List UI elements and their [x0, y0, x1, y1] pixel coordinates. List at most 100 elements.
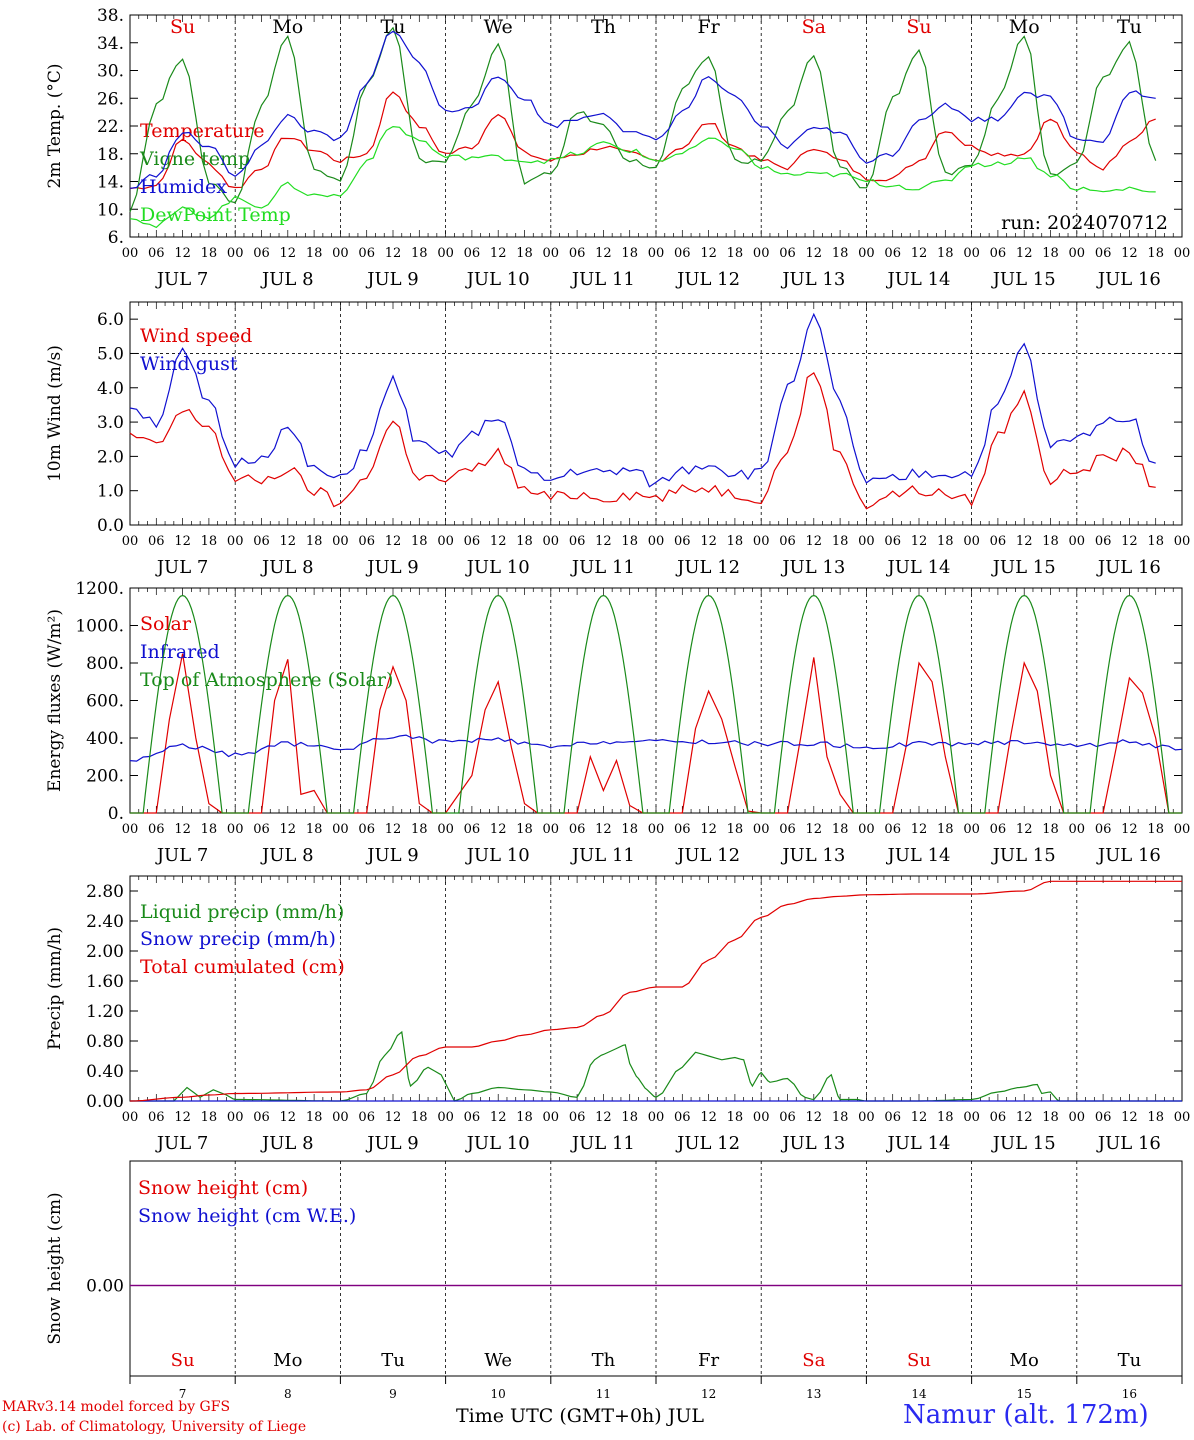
hour-tick-label: 12 [1016, 534, 1033, 549]
hour-tick-label: 18 [937, 1110, 954, 1125]
y-tick-label: 2.0 [97, 447, 124, 467]
hour-tick-label: 00 [543, 246, 560, 261]
y-tick-label: 18. [97, 145, 124, 165]
date-label: JUL 9 [365, 269, 419, 290]
y-tick-label: 800. [86, 654, 124, 674]
hour-tick-label: 00 [122, 246, 139, 261]
series-line-top-of-atmosphere-solar- [130, 594, 1182, 814]
weekday-label: Fr [698, 1350, 719, 1371]
legend-entry: Solar [140, 613, 192, 635]
hour-tick-label: 06 [1095, 822, 1112, 837]
date-label: JUL 10 [465, 557, 530, 578]
hour-tick-label: 00 [1069, 534, 1086, 549]
hour-tick-label: 12 [911, 246, 928, 261]
date-label: JUL 12 [675, 845, 740, 866]
hour-tick-label: 18 [1147, 1110, 1164, 1125]
hour-tick-label: 00 [1174, 822, 1191, 837]
weekday-label: Th [592, 1350, 616, 1371]
hour-tick-label: 18 [727, 246, 744, 261]
hour-tick-label: 06 [779, 1110, 796, 1125]
hour-tick-label: 12 [806, 822, 823, 837]
legend-entry: Vigne temp [139, 148, 250, 170]
y-tick-label: 2.00 [86, 942, 124, 962]
hour-tick-label: 18 [1042, 1110, 1059, 1125]
hour-tick-label: 00 [963, 246, 980, 261]
hour-tick-label: 06 [884, 534, 901, 549]
hour-tick-label: 00 [332, 822, 349, 837]
hour-tick-label: 12 [280, 822, 297, 837]
date-label: JUL 16 [1096, 845, 1161, 866]
y-tick-label: 1.60 [86, 972, 124, 992]
date-label: JUL 9 [365, 557, 419, 578]
hour-tick-label: 00 [753, 534, 770, 549]
date-label: JUL 11 [570, 845, 635, 866]
hour-tick-label: 06 [1095, 246, 1112, 261]
hour-tick-label: 12 [174, 1110, 191, 1125]
y-tick-label: 4.0 [97, 379, 124, 399]
hour-tick-label: 18 [1147, 534, 1164, 549]
legend-entry: DewPoint Temp [140, 204, 291, 226]
panel-frame-energy [129, 587, 1183, 814]
y-tick-label: 0.00 [86, 1092, 124, 1112]
hour-tick-label: 00 [437, 246, 454, 261]
date-label: JUL 16 [1096, 557, 1161, 578]
hour-tick-label: 06 [990, 822, 1007, 837]
legend-entry: Snow height (cm W.E.) [138, 1205, 356, 1227]
day-number: 9 [389, 1387, 397, 1401]
hour-tick-label: 00 [122, 822, 139, 837]
run-label: run: 2024070712 [1001, 212, 1168, 234]
hour-tick-label: 06 [674, 246, 691, 261]
hour-tick-label: 18 [411, 246, 428, 261]
hour-tick-label: 06 [884, 1110, 901, 1125]
weekday-label: Mo [273, 1350, 302, 1371]
weekday-label: Su [907, 1350, 931, 1371]
hour-tick-label: 12 [490, 534, 507, 549]
y-axis-label: Energy fluxes (W/m²) [45, 609, 65, 792]
weekday-label: Su [170, 16, 195, 38]
hour-tick-label: 00 [227, 1110, 244, 1125]
hour-tick-label: 12 [806, 246, 823, 261]
hour-tick-label: 18 [516, 246, 533, 261]
date-label: JUL 7 [155, 1133, 209, 1154]
hour-tick-label: 18 [832, 822, 849, 837]
hour-tick-label: 00 [648, 246, 665, 261]
day-number: 16 [1122, 1387, 1137, 1401]
hour-tick-label: 18 [621, 246, 638, 261]
hour-tick-label: 12 [280, 534, 297, 549]
hour-tick-label: 12 [700, 534, 717, 549]
legend-entry: Snow height (cm) [138, 1177, 308, 1199]
day-number: 10 [491, 1387, 506, 1401]
weekday-label: We [484, 16, 513, 38]
hour-tick-label: 12 [700, 1110, 717, 1125]
hour-tick-label: 06 [779, 246, 796, 261]
legend-entry: Total cumulated (cm) [140, 956, 345, 978]
date-label: JUL 13 [780, 845, 845, 866]
hour-tick-label: 00 [227, 534, 244, 549]
hour-tick-label: 00 [858, 1110, 875, 1125]
hour-tick-label: 12 [911, 822, 928, 837]
hour-tick-label: 12 [490, 246, 507, 261]
y-tick-label: 14. [97, 173, 124, 193]
hour-tick-label: 18 [411, 1110, 428, 1125]
y-tick-label: 6. [108, 228, 124, 248]
hour-tick-label: 18 [832, 246, 849, 261]
hour-tick-label: 00 [648, 822, 665, 837]
hour-tick-label: 12 [280, 246, 297, 261]
hour-tick-label: 06 [253, 534, 270, 549]
hour-tick-label: 18 [621, 1110, 638, 1125]
date-label: JUL 14 [886, 269, 951, 290]
series-line-dewpoint-temp [129, 125, 1156, 229]
y-tick-label: 34. [97, 34, 124, 54]
hour-tick-label: 06 [464, 822, 481, 837]
hour-tick-label: 12 [1016, 246, 1033, 261]
hour-tick-label: 00 [227, 822, 244, 837]
hour-tick-label: 12 [385, 534, 402, 549]
hour-tick-label: 18 [201, 822, 218, 837]
hour-tick-label: 00 [543, 534, 560, 549]
hour-tick-label: 18 [1042, 246, 1059, 261]
date-label: JUL 11 [570, 269, 635, 290]
credit-line-1: MARv3.14 model forced by GFS [2, 1399, 231, 1415]
xaxis-title: Time UTC (GMT+0h) JUL [456, 1405, 704, 1427]
hour-tick-label: 00 [437, 822, 454, 837]
hour-tick-label: 06 [253, 246, 270, 261]
